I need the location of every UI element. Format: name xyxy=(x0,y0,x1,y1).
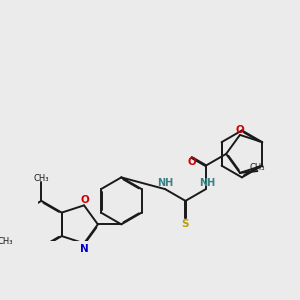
Text: CH₃: CH₃ xyxy=(250,163,265,172)
Text: CH₃: CH₃ xyxy=(34,174,49,183)
Text: NH: NH xyxy=(199,178,215,188)
Text: N: N xyxy=(80,244,89,254)
Text: CH₃: CH₃ xyxy=(0,237,13,246)
Text: O: O xyxy=(80,195,89,205)
Text: S: S xyxy=(182,219,189,229)
Text: NH: NH xyxy=(158,178,174,188)
Text: O: O xyxy=(187,157,196,167)
Text: O: O xyxy=(235,125,244,135)
